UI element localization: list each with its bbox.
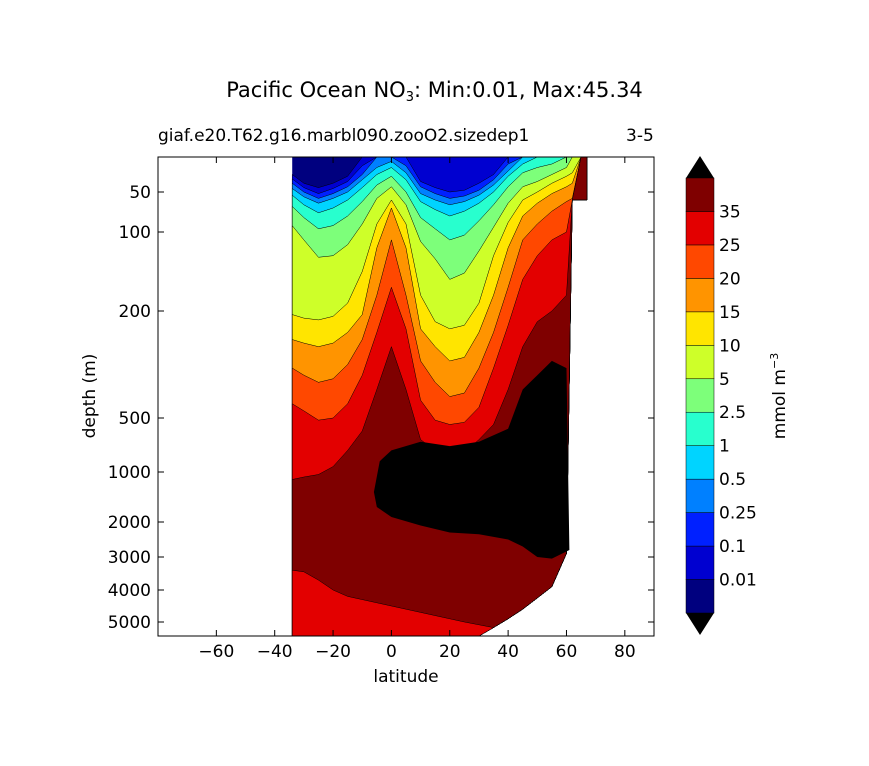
colorbar-segment: [685, 311, 715, 346]
y-tick-label: 2000: [108, 513, 151, 533]
y-tick-label: 50: [129, 183, 151, 203]
colorbar-tick-label: 35: [719, 202, 741, 222]
colorbar-extend-max: [686, 156, 714, 178]
colorbar-segment: [685, 545, 715, 580]
x-tick-label: −40: [257, 642, 293, 662]
colorbar-segment: [685, 445, 715, 480]
colorbar-segment: [685, 211, 715, 246]
y-tick-label: 1000: [108, 463, 151, 483]
colorbar-tick-label: 25: [719, 236, 741, 256]
colorbar: 0.01 0.1 0.25 0.5 1 2.5 5 10 15 20 25 35: [685, 156, 757, 635]
x-tick-label: 0: [386, 642, 397, 662]
y-tick-label: 500: [119, 409, 151, 429]
colorbar-segment: [685, 244, 715, 279]
colorbar-label: mmol m−3: [768, 353, 790, 439]
x-axis-label: latitude: [373, 667, 438, 687]
x-tick-label: 80: [614, 642, 636, 662]
colorbar-tick-label: 0.5: [719, 470, 746, 490]
colorbar-segment: [685, 579, 715, 614]
y-tick-label: 4000: [108, 581, 151, 601]
colorbar-tick-label: 10: [719, 336, 741, 356]
y-tick-label: 100: [119, 223, 151, 243]
x-tick-label: 60: [556, 642, 578, 662]
colorbar-segment: [685, 177, 715, 212]
colorbar-extend-min: [686, 613, 714, 635]
x-tick-label: 20: [439, 642, 461, 662]
colorbar-segment: [685, 478, 715, 513]
y-tick-label: 3000: [108, 548, 151, 568]
colorbar-tick-label: 20: [719, 269, 741, 289]
colorbar-segment: [685, 411, 715, 446]
y-axis: 50 100 200 500 1000 2000 3000 4000 5000: [108, 183, 654, 633]
x-tick-label: 40: [497, 642, 519, 662]
colorbar-tick-label: 5: [719, 370, 730, 390]
colorbar-segment: [685, 378, 715, 413]
chart-subtitle-right: 3-5: [626, 126, 654, 146]
y-axis-label: depth (m): [80, 354, 100, 439]
plot-frame: [157, 156, 655, 637]
chart-subtitle-left: giaf.e20.T62.g16.marbl090.zooO2.sizedep1: [158, 126, 530, 146]
chart-title: Pacific Ocean NO3: Min:0.01, Max:45.34: [226, 78, 643, 105]
y-tick-label: 200: [119, 302, 151, 322]
x-tick-label: −20: [315, 642, 351, 662]
x-axis: −60 −40 −20 0 20 40 60 80: [198, 157, 636, 662]
y-tick-label: 5000: [108, 613, 151, 633]
colorbar-tick-label: 0.25: [719, 504, 757, 524]
plot-area: [291, 156, 588, 637]
colorbar-tick-label: 2.5: [719, 403, 746, 423]
colorbar-tick-label: 0.01: [719, 571, 757, 591]
colorbar-segment: [685, 512, 715, 547]
x-tick-label: −60: [198, 642, 234, 662]
colorbar-tick-label: 1: [719, 437, 730, 457]
colorbar-segment: [685, 345, 715, 380]
colorbar-tick-label: 0.1: [719, 537, 746, 557]
colorbar-segment: [685, 278, 715, 313]
contour-band-extend: [373, 360, 570, 559]
colorbar-tick-label: 15: [719, 303, 741, 323]
